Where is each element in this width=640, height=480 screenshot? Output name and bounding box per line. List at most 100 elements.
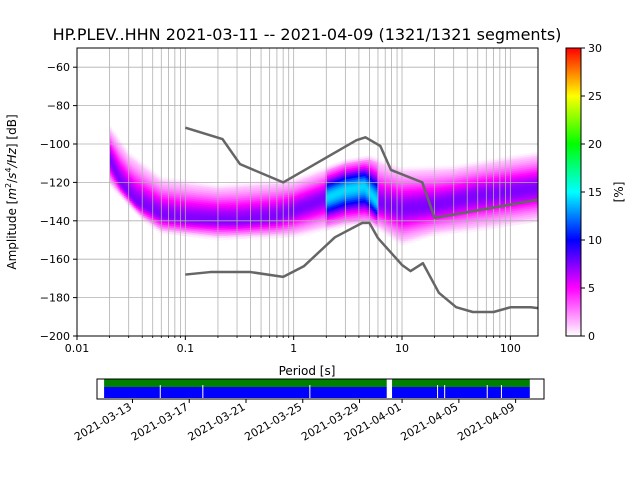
density-cell: [299, 175, 303, 179]
density-cell: [137, 165, 141, 168]
density-cell: [315, 220, 319, 223]
density-cell: [221, 217, 225, 221]
density-cell: [195, 183, 199, 186]
density-cell: [333, 209, 337, 212]
density-cell: [309, 180, 313, 183]
density-cell: [381, 176, 385, 179]
density-cell: [297, 184, 301, 188]
density-cell: [265, 228, 269, 232]
density-cell: [269, 220, 273, 223]
density-cell: [245, 186, 249, 189]
density-cell: [149, 186, 153, 189]
density-cell: [109, 174, 113, 177]
density-cell: [325, 220, 329, 223]
density-cell: [239, 216, 243, 219]
density-cell: [153, 211, 157, 214]
density-cell: [371, 180, 375, 184]
density-cell: [305, 213, 309, 217]
density-cell: [215, 230, 219, 233]
density-cell: [359, 172, 363, 176]
density-cell: [207, 183, 211, 186]
density-cell: [345, 183, 349, 186]
density-cell: [409, 228, 413, 232]
density-cell: [299, 221, 303, 225]
density-cell: [211, 217, 215, 220]
density-cell: [369, 169, 373, 173]
density-cell: [353, 183, 357, 187]
density-cell: [367, 195, 371, 199]
density-cell: [251, 233, 255, 237]
density-cell: [285, 221, 289, 224]
density-cell: [379, 161, 383, 164]
density-cell: [349, 172, 353, 175]
density-cell: [139, 194, 143, 198]
density-cell: [389, 235, 393, 238]
density-cell: [335, 188, 339, 192]
density-cell: [243, 204, 247, 207]
density-cell: [323, 187, 327, 190]
density-cell: [423, 184, 427, 187]
density-cell: [323, 191, 327, 194]
density-cell: [339, 203, 343, 206]
density-cell: [375, 192, 379, 195]
density-cell: [145, 197, 149, 200]
density-cell: [381, 218, 385, 221]
density-cell: [163, 221, 167, 224]
density-cell: [305, 205, 309, 209]
density-cell: [391, 217, 395, 221]
density-cell: [373, 217, 377, 220]
density-cell: [343, 165, 347, 169]
density-cell: [399, 184, 403, 187]
density-cell: [137, 173, 141, 176]
density-cell: [205, 188, 209, 192]
density-cell: [335, 194, 339, 198]
density-cell: [325, 222, 329, 225]
density-cell: [137, 207, 141, 210]
density-cell: [359, 206, 363, 210]
density-cell: [387, 180, 391, 183]
density-cell: [361, 166, 365, 169]
density-cell: [355, 205, 359, 208]
density-cell: [277, 197, 281, 201]
density-cell: [165, 205, 169, 208]
density-cell: [297, 220, 301, 224]
density-cell: [243, 230, 247, 233]
density-cell: [229, 203, 233, 206]
density-cell: [367, 223, 371, 227]
density-cell: [303, 222, 307, 225]
density-cell: [315, 208, 319, 211]
density-cell: [283, 189, 287, 192]
density-cell: [365, 171, 369, 175]
density-cell: [133, 208, 137, 211]
density-cell: [365, 175, 369, 179]
density-cell: [351, 168, 355, 171]
density-cell: [291, 212, 295, 216]
density-cell: [313, 218, 317, 222]
density-cell: [293, 188, 297, 191]
density-cell: [325, 208, 329, 211]
density-cell: [159, 226, 163, 229]
density-cell: [175, 222, 179, 226]
density-cell: [313, 220, 317, 224]
density-cell: [305, 217, 309, 221]
density-cell: [141, 172, 145, 175]
density-cell: [131, 156, 135, 160]
density-cell: [353, 201, 357, 205]
density-cell: [159, 184, 163, 187]
density-cell: [193, 205, 197, 208]
density-cell: [337, 191, 341, 195]
density-cell: [161, 216, 165, 220]
density-cell: [229, 193, 233, 196]
density-cell: [317, 169, 321, 172]
density-cell: [349, 186, 353, 189]
density-cell: [297, 192, 301, 196]
density-cell: [241, 208, 245, 211]
density-cell: [389, 221, 393, 224]
density-cell: [375, 170, 379, 173]
density-cell: [155, 219, 159, 222]
density-cell: [185, 230, 189, 233]
density-cell: [135, 175, 139, 179]
density-cell: [397, 165, 401, 169]
density-cell: [335, 174, 339, 178]
density-cell: [427, 206, 431, 209]
